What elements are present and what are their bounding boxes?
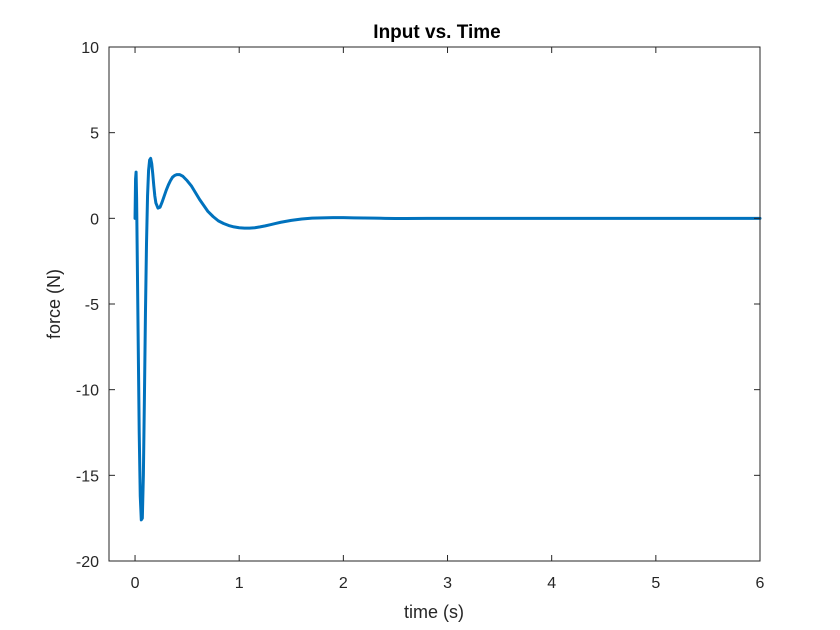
y-tick-label: 5 bbox=[90, 126, 99, 143]
x-tick-label: 3 bbox=[443, 575, 452, 592]
y-tick-label: -20 bbox=[76, 554, 99, 571]
y-tick-label: -15 bbox=[76, 468, 99, 485]
plot-frame bbox=[108, 46, 761, 562]
ticks-layer: 0 1 2 3 4 5 6 -20 -15 -10 -5 0 5 10 bbox=[76, 40, 765, 592]
x-tick-label: 6 bbox=[756, 575, 765, 592]
series-line bbox=[133, 156, 762, 522]
x-tick-label: 2 bbox=[339, 575, 348, 592]
y-tick-label: 0 bbox=[90, 211, 99, 228]
y-tick-label: -5 bbox=[85, 297, 99, 314]
y-tick-label: 10 bbox=[81, 40, 99, 57]
series-layer bbox=[133, 156, 762, 522]
plot-area bbox=[109, 47, 760, 561]
chart-title: Input vs. Time bbox=[373, 22, 500, 43]
x-tick-label: 4 bbox=[547, 575, 556, 592]
y-axis-label: force (N) bbox=[44, 269, 64, 339]
x-tick-label: 5 bbox=[651, 575, 660, 592]
x-axis-label: time (s) bbox=[404, 602, 464, 622]
x-tick-label: 1 bbox=[235, 575, 244, 592]
y-tick-label: -10 bbox=[76, 383, 99, 400]
x-tick-label: 0 bbox=[131, 575, 140, 592]
